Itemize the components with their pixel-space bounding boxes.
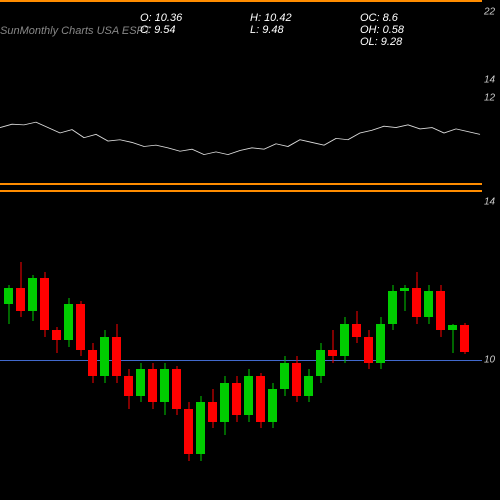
candle[interactable] [40, 190, 49, 500]
candle[interactable] [460, 190, 469, 500]
candle[interactable] [328, 190, 337, 500]
candle[interactable] [412, 190, 421, 500]
candle[interactable] [100, 190, 109, 500]
candle-body [412, 288, 421, 317]
candle-body [304, 376, 313, 396]
candle[interactable] [352, 190, 361, 500]
candle-body [196, 402, 205, 454]
candle-body [436, 291, 445, 330]
ohlc-oh: OH: 0.58 [360, 24, 430, 36]
candle-body [208, 402, 217, 422]
candle[interactable] [376, 190, 385, 500]
candle[interactable] [136, 190, 145, 500]
candle-body [364, 337, 373, 363]
candle-body [88, 350, 97, 376]
indicator-line-chart [0, 60, 482, 185]
candle-body [280, 363, 289, 389]
candle[interactable] [364, 190, 373, 500]
candle-body [40, 278, 49, 330]
candle[interactable] [196, 190, 205, 500]
candle[interactable] [172, 190, 181, 500]
lower-panel: 14 10 [0, 190, 500, 500]
candle[interactable] [268, 190, 277, 500]
candle-body [28, 278, 37, 311]
candle[interactable] [316, 190, 325, 500]
candle-body [316, 350, 325, 376]
y-label: 22 [484, 7, 500, 18]
candle[interactable] [448, 190, 457, 500]
candle-body [292, 363, 301, 396]
y-label: 10 [484, 355, 500, 366]
candle-body [340, 324, 349, 357]
candle[interactable] [112, 190, 121, 500]
candle[interactable] [340, 190, 349, 500]
candle[interactable] [244, 190, 253, 500]
candle-body [64, 304, 73, 340]
candlestick-area[interactable] [0, 190, 482, 500]
candle-body [400, 288, 409, 291]
candle[interactable] [304, 190, 313, 500]
candle-body [52, 330, 61, 340]
y-label: 12 [484, 93, 500, 104]
candle[interactable] [424, 190, 433, 500]
candle-body [76, 304, 85, 350]
ohlc-oc: OC: 8.6 [360, 12, 430, 24]
ohlc-c: C: 9.54 [140, 24, 210, 36]
upper-panel: SunMonthly Charts USA ESPT O: 10.36 H: 1… [0, 0, 500, 185]
candle-body [388, 291, 397, 324]
candle-body [148, 369, 157, 402]
ohlc-ol: OL: 9.28 [360, 36, 430, 48]
candle-body [232, 383, 241, 416]
candle-body [244, 376, 253, 415]
candle-body [172, 369, 181, 408]
candle-body [4, 288, 13, 304]
candle-body [136, 369, 145, 395]
candle-body [112, 337, 121, 376]
candle[interactable] [64, 190, 73, 500]
candle[interactable] [28, 190, 37, 500]
candle[interactable] [388, 190, 397, 500]
candle-body [184, 409, 193, 455]
candle-body [16, 288, 25, 311]
candle-body [220, 383, 229, 422]
candle[interactable] [76, 190, 85, 500]
candle[interactable] [4, 190, 13, 500]
candle-body [352, 324, 361, 337]
candle-body [448, 325, 457, 330]
chart-title: SunMonthly Charts USA ESPT [0, 25, 151, 37]
candle-body [100, 337, 109, 376]
candle[interactable] [52, 190, 61, 500]
candle[interactable] [292, 190, 301, 500]
candle-body [460, 325, 469, 352]
candle[interactable] [16, 190, 25, 500]
candle[interactable] [256, 190, 265, 500]
candle-body [256, 376, 265, 422]
ohlc-h: H: 10.42 [250, 12, 320, 24]
candle[interactable] [220, 190, 229, 500]
candle[interactable] [88, 190, 97, 500]
candle[interactable] [124, 190, 133, 500]
candle-body [328, 350, 337, 357]
candle[interactable] [160, 190, 169, 500]
ohlc-info: O: 10.36 H: 10.42 OC: 8.6 C: 9.54 L: 9.4… [140, 12, 430, 48]
candle-body [160, 369, 169, 402]
candle[interactable] [400, 190, 409, 500]
chart-container: SunMonthly Charts USA ESPT O: 10.36 H: 1… [0, 0, 500, 500]
candle-body [124, 376, 133, 396]
candle[interactable] [280, 190, 289, 500]
candle[interactable] [208, 190, 217, 500]
y-label: 14 [484, 197, 500, 208]
ohlc-o: O: 10.36 [140, 12, 210, 24]
ohlc-l: L: 9.48 [250, 24, 320, 36]
candle-wick [332, 330, 333, 363]
candle-body [268, 389, 277, 422]
y-label: 14 [484, 75, 500, 86]
candle[interactable] [148, 190, 157, 500]
candle-body [376, 324, 385, 363]
candle[interactable] [436, 190, 445, 500]
candle[interactable] [232, 190, 241, 500]
candle[interactable] [184, 190, 193, 500]
upper-border-top [0, 0, 482, 2]
candle-body [424, 291, 433, 317]
